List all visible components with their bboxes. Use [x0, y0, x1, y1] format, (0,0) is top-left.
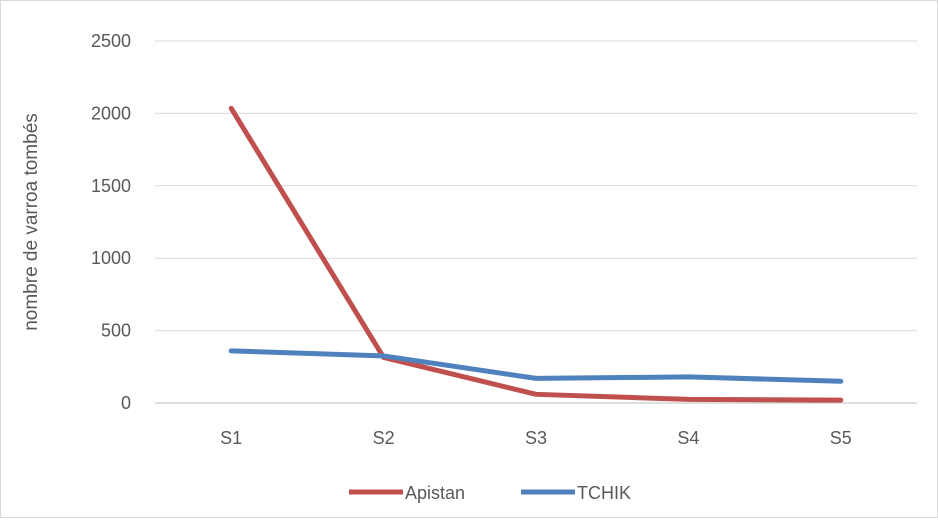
- legend-label: Apistan: [405, 483, 465, 503]
- x-tick-label: S5: [830, 428, 852, 448]
- y-axis-ticks: 0 500 1000 1500 2000 2500: [91, 31, 131, 413]
- y-tick-label: 2500: [91, 31, 131, 51]
- y-axis-label: nombre de varroa tombés: [21, 113, 42, 331]
- x-axis-ticks: S1 S2 S3 S4 S5: [220, 428, 852, 448]
- series-line-tchik: [228, 348, 844, 384]
- y-tick-label: 500: [101, 321, 131, 341]
- legend: Apistan TCHIK: [349, 483, 631, 503]
- legend-label: TCHIK: [577, 483, 631, 503]
- x-tick-label: S2: [373, 428, 395, 448]
- x-tick-label: S3: [525, 428, 547, 448]
- y-tick-label: 1000: [91, 248, 131, 268]
- y-tick-label: 0: [121, 393, 131, 413]
- gridlines: [155, 40, 917, 404]
- series-line-apistan: [228, 105, 844, 403]
- y-tick-label: 1500: [91, 176, 131, 196]
- y-tick-label: 2000: [91, 103, 131, 123]
- x-tick-label: S4: [677, 428, 699, 448]
- x-tick-label: S1: [220, 428, 242, 448]
- series-lines: [228, 105, 844, 403]
